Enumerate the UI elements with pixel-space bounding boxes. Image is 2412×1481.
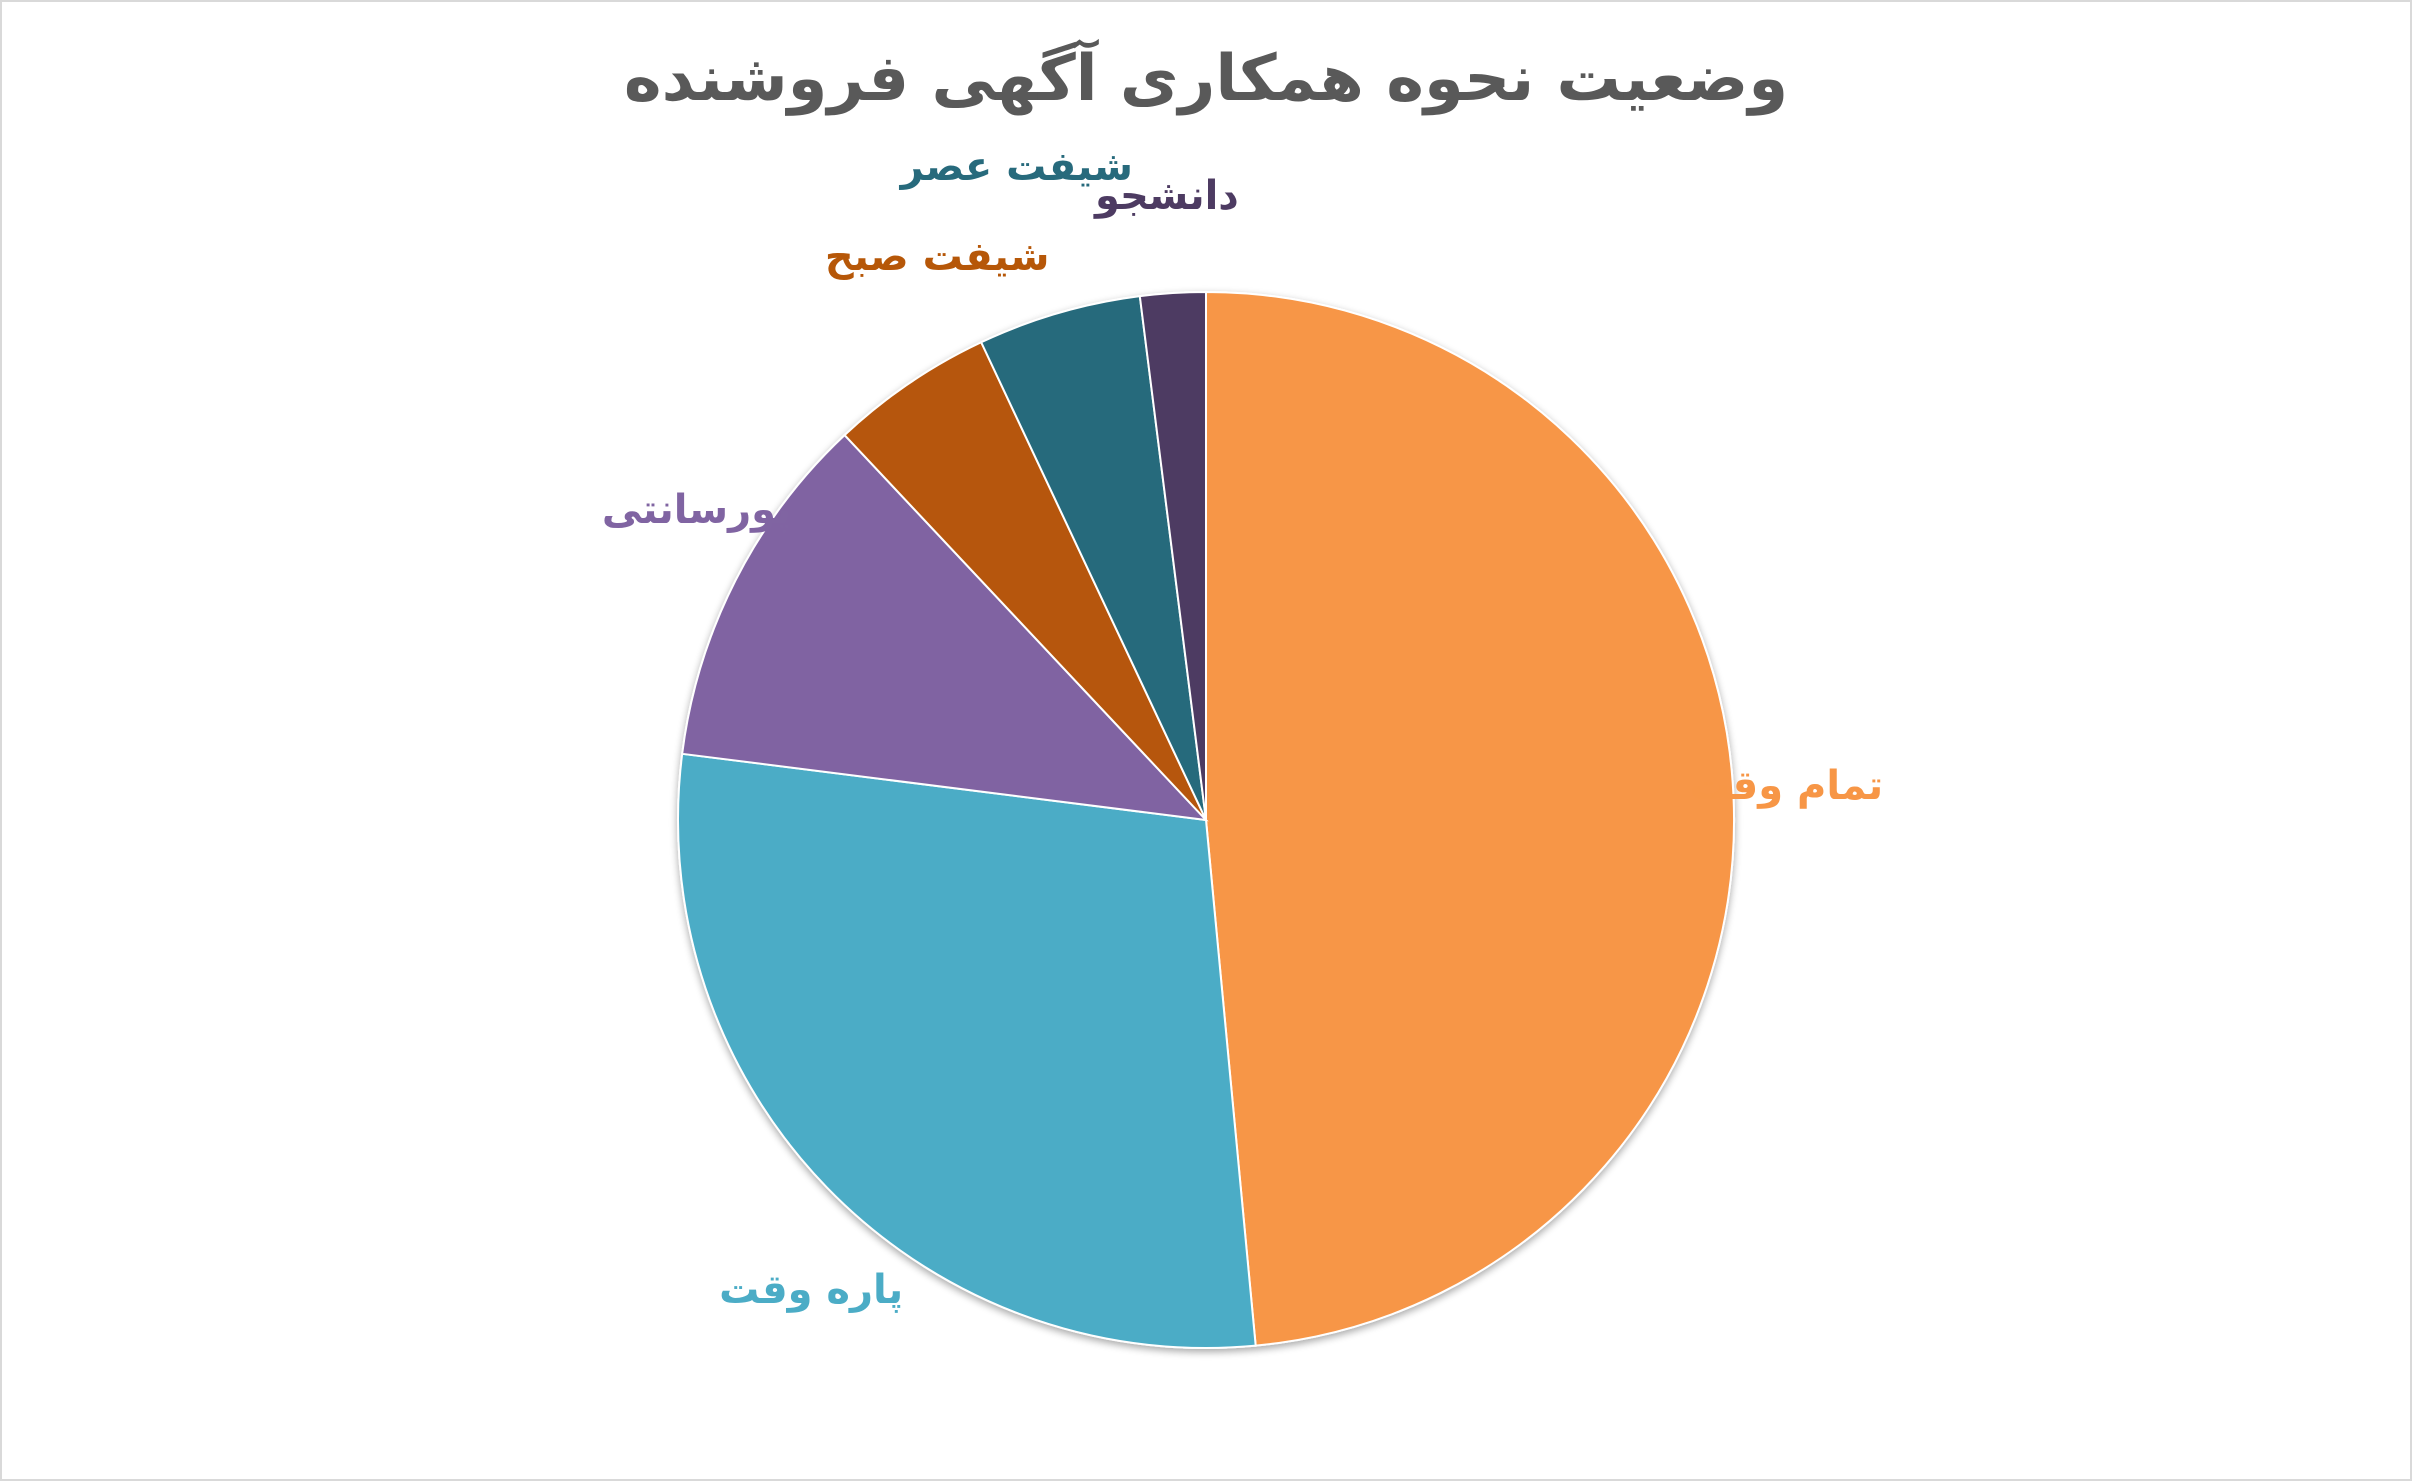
pie-slice-commission (681, 433, 1209, 822)
slice-label-morning-shift: شیفت صبح (825, 234, 1050, 280)
chart-title: وضعیت نحوه همکاری آگهی فروشنده (623, 42, 1789, 116)
pie-slices (677, 290, 1736, 1349)
slice-label-commission: پورسانتی (602, 487, 791, 533)
slice-label-part-time: پاره وقت (719, 1267, 903, 1313)
slice-label-full-time: تمام وقت (1690, 763, 1884, 809)
pie-slice-student (1138, 290, 1207, 821)
pie-slice-part-time (677, 752, 1257, 1349)
pie-slice-evening-shift (979, 295, 1207, 821)
pie-slice-full-time (1205, 290, 1736, 1347)
slice-label-evening-shift: شیفت عصر (899, 144, 1133, 190)
slice-label-student: دانشجو (1093, 173, 1239, 219)
pie-labels: تمام وقت پاره وقت پورسانتی شیفت صبح شیفت عصر… (602, 144, 1883, 1313)
pie-slice-morning-shift (843, 340, 1207, 821)
